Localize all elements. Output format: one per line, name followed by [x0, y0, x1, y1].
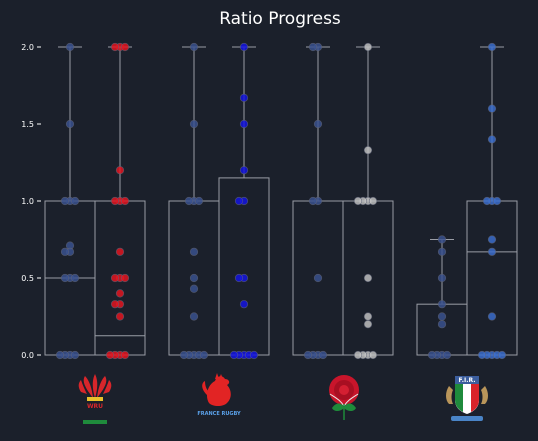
- data-point: [303, 350, 313, 360]
- data-point: [65, 42, 75, 52]
- data-point: [194, 196, 204, 206]
- data-point: [308, 196, 318, 206]
- data-point: [115, 312, 125, 321]
- data-point: [492, 196, 502, 206]
- data-point: [437, 320, 447, 329]
- data-point: [189, 312, 199, 321]
- italy-logo-text: F.I.R.: [458, 377, 475, 384]
- data-point: [353, 350, 363, 360]
- data-point: [239, 42, 249, 52]
- data-point: [110, 273, 120, 283]
- data-point: [368, 196, 378, 206]
- data-point: [229, 350, 239, 360]
- data-point: [363, 146, 373, 155]
- team-group-italy: [416, 42, 518, 360]
- data-point: [487, 247, 497, 256]
- y-tick-label: 0.5: [21, 274, 34, 283]
- data-point: [110, 196, 120, 206]
- data-point: [105, 350, 115, 360]
- data-point: [179, 350, 189, 360]
- data-point: [65, 119, 75, 129]
- data-point: [70, 196, 80, 206]
- data-point: [120, 350, 130, 360]
- data-point: [437, 312, 447, 321]
- data-point: [487, 135, 497, 144]
- data-point: [70, 350, 80, 360]
- data-point: [249, 350, 259, 360]
- data-point: [234, 273, 244, 283]
- data-point: [184, 196, 194, 206]
- data-point: [313, 119, 323, 129]
- data-point: [60, 273, 70, 283]
- data-point: [437, 235, 447, 244]
- y-tick-label: 1.5: [21, 120, 34, 129]
- data-point: [120, 42, 130, 52]
- team-group-france: [168, 42, 270, 360]
- wales-logo-text: WRU: [87, 403, 103, 410]
- data-point: [55, 350, 65, 360]
- box-iqr: [466, 200, 518, 356]
- data-point: [199, 350, 209, 360]
- box-iqr: [416, 303, 468, 356]
- y-tick-label: 0.0: [21, 351, 34, 360]
- england-rose-logo: [329, 375, 359, 420]
- data-point: [437, 273, 447, 283]
- data-point: [477, 350, 487, 360]
- data-point: [482, 196, 492, 206]
- data-point: [189, 273, 199, 283]
- data-point: [110, 42, 120, 52]
- data-point: [353, 196, 363, 206]
- y-tick-label: 1.0: [21, 197, 34, 206]
- data-point: [115, 166, 125, 175]
- chart-title: Ratio Progress: [219, 9, 341, 29]
- team-group-england: [292, 42, 394, 360]
- data-point: [120, 273, 130, 283]
- y-tick-label: 2.0: [21, 43, 34, 52]
- data-point: [437, 247, 447, 256]
- y-axis: 0.0 0.5 1.0 1.5 2.0: [21, 43, 41, 360]
- france-rooster-logo: FRANCE RUGBY: [197, 373, 241, 417]
- data-point: [308, 42, 318, 52]
- data-point: [110, 300, 120, 309]
- data-point: [60, 247, 70, 256]
- data-point: [437, 300, 447, 309]
- data-point: [189, 119, 199, 129]
- data-point: [363, 312, 373, 321]
- data-point: [239, 119, 249, 129]
- data-point: [120, 196, 130, 206]
- data-point: [70, 273, 80, 283]
- data-point: [363, 42, 373, 52]
- data-point: [60, 196, 70, 206]
- france-logo-text: FRANCE RUGBY: [197, 411, 241, 417]
- data-point: [115, 247, 125, 256]
- data-point: [318, 350, 328, 360]
- wales-feathers-logo: WRU: [78, 374, 112, 424]
- data-point: [363, 320, 373, 329]
- data-point: [497, 350, 507, 360]
- data-point: [189, 284, 199, 293]
- data-point: [487, 235, 497, 244]
- data-point: [313, 273, 323, 283]
- data-point: [487, 104, 497, 113]
- data-point: [427, 350, 437, 360]
- data-point: [487, 312, 497, 321]
- data-point: [239, 93, 249, 102]
- data-point: [234, 196, 244, 206]
- team-group-wales: [44, 42, 146, 360]
- data-point: [239, 300, 249, 309]
- data-point: [239, 166, 249, 175]
- data-point: [368, 350, 378, 360]
- data-point: [442, 350, 452, 360]
- data-point: [189, 42, 199, 52]
- italy-fir-logo: F.I.R.: [446, 376, 488, 421]
- data-point: [487, 42, 497, 52]
- plot-area: [44, 42, 518, 360]
- data-point: [189, 247, 199, 256]
- data-point: [115, 289, 125, 298]
- data-point: [363, 273, 373, 283]
